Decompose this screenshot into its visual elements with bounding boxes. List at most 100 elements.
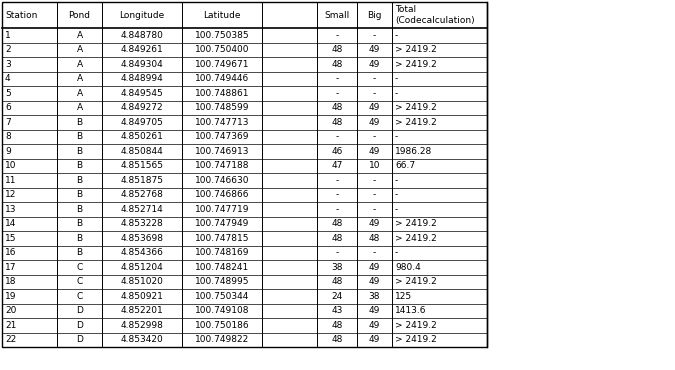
Text: -: -	[373, 31, 376, 40]
Text: 4.849272: 4.849272	[121, 103, 163, 112]
Text: > 2419.2: > 2419.2	[395, 118, 437, 127]
Text: 100.749822: 100.749822	[195, 335, 249, 344]
Text: 48: 48	[331, 321, 343, 330]
Text: 22: 22	[5, 335, 16, 344]
Text: 43: 43	[331, 306, 343, 315]
Text: -: -	[395, 205, 398, 214]
Text: 4.850921: 4.850921	[121, 292, 163, 301]
Text: A: A	[76, 45, 82, 54]
Text: 4.848994: 4.848994	[121, 74, 163, 83]
Text: 48: 48	[331, 335, 343, 344]
Text: A: A	[76, 89, 82, 98]
Text: D: D	[76, 321, 83, 330]
Text: 11: 11	[5, 176, 16, 185]
Text: 100.750385: 100.750385	[194, 31, 249, 40]
Text: 100.750400: 100.750400	[195, 45, 249, 54]
Text: 100.747949: 100.747949	[195, 219, 249, 228]
Text: 48: 48	[331, 234, 343, 243]
Text: 100.747369: 100.747369	[195, 132, 249, 141]
Text: B: B	[76, 190, 82, 199]
Text: 125: 125	[395, 292, 412, 301]
Text: 49: 49	[369, 118, 380, 127]
Text: 48: 48	[331, 60, 343, 69]
Text: 4.849545: 4.849545	[121, 89, 163, 98]
Text: 49: 49	[369, 335, 380, 344]
Text: 100.747188: 100.747188	[195, 161, 249, 170]
Text: 6: 6	[5, 103, 11, 112]
Text: B: B	[76, 161, 82, 170]
Text: B: B	[76, 118, 82, 127]
Text: 4.848780: 4.848780	[121, 31, 163, 40]
Text: 100.746866: 100.746866	[195, 190, 249, 199]
Text: -: -	[395, 89, 398, 98]
Text: A: A	[76, 74, 82, 83]
Text: 9: 9	[5, 147, 11, 156]
Text: 100.746913: 100.746913	[195, 147, 249, 156]
Text: 46: 46	[331, 147, 343, 156]
Text: 49: 49	[369, 263, 380, 272]
Text: -: -	[335, 176, 339, 185]
Text: 4.852714: 4.852714	[121, 205, 163, 214]
Text: 4.850261: 4.850261	[121, 132, 163, 141]
Text: 4.851020: 4.851020	[121, 277, 163, 286]
Text: > 2419.2: > 2419.2	[395, 321, 437, 330]
Text: 7: 7	[5, 118, 11, 127]
Text: 8: 8	[5, 132, 11, 141]
Text: > 2419.2: > 2419.2	[395, 277, 437, 286]
Text: 4.854366: 4.854366	[121, 248, 163, 257]
Text: 49: 49	[369, 277, 380, 286]
Text: 980.4: 980.4	[395, 263, 421, 272]
Text: 49: 49	[369, 103, 380, 112]
Text: 10: 10	[5, 161, 16, 170]
Text: -: -	[395, 248, 398, 257]
Text: 100.749108: 100.749108	[195, 306, 249, 315]
Text: A: A	[76, 103, 82, 112]
Text: 17: 17	[5, 263, 16, 272]
Text: 4.849261: 4.849261	[121, 45, 163, 54]
Text: -: -	[335, 31, 339, 40]
Text: 48: 48	[331, 103, 343, 112]
Text: 100.750186: 100.750186	[194, 321, 249, 330]
Text: B: B	[76, 219, 82, 228]
Text: 19: 19	[5, 292, 16, 301]
Text: 100.747719: 100.747719	[195, 205, 249, 214]
Text: > 2419.2: > 2419.2	[395, 219, 437, 228]
Text: 38: 38	[369, 292, 380, 301]
Text: -: -	[373, 132, 376, 141]
Text: B: B	[76, 205, 82, 214]
Text: 5: 5	[5, 89, 11, 98]
Text: 4.850844: 4.850844	[121, 147, 163, 156]
Text: 38: 38	[331, 263, 343, 272]
Text: 15: 15	[5, 234, 16, 243]
Text: 47: 47	[331, 161, 343, 170]
Text: D: D	[76, 306, 83, 315]
Text: 100.748241: 100.748241	[195, 263, 249, 272]
Text: > 2419.2: > 2419.2	[395, 45, 437, 54]
Text: -: -	[395, 74, 398, 83]
Text: B: B	[76, 132, 82, 141]
Text: 24: 24	[331, 292, 343, 301]
Text: -: -	[335, 132, 339, 141]
Text: 49: 49	[369, 147, 380, 156]
Text: Pond: Pond	[68, 10, 90, 20]
Text: 49: 49	[369, 321, 380, 330]
Text: 100.748861: 100.748861	[195, 89, 249, 98]
Text: -: -	[335, 248, 339, 257]
Text: Latitude: Latitude	[203, 10, 241, 20]
Text: -: -	[373, 248, 376, 257]
Text: 100.746630: 100.746630	[195, 176, 249, 185]
Text: 49: 49	[369, 60, 380, 69]
Text: B: B	[76, 147, 82, 156]
Text: 4.853420: 4.853420	[121, 335, 163, 344]
Text: > 2419.2: > 2419.2	[395, 335, 437, 344]
Text: 2: 2	[5, 45, 11, 54]
Text: 4.849705: 4.849705	[121, 118, 163, 127]
Text: 100.749446: 100.749446	[195, 74, 249, 83]
Text: -: -	[395, 176, 398, 185]
Text: -: -	[373, 176, 376, 185]
Text: Big: Big	[367, 10, 382, 20]
Text: -: -	[395, 190, 398, 199]
Text: -: -	[395, 132, 398, 141]
Text: 49: 49	[369, 219, 380, 228]
Text: -: -	[373, 89, 376, 98]
